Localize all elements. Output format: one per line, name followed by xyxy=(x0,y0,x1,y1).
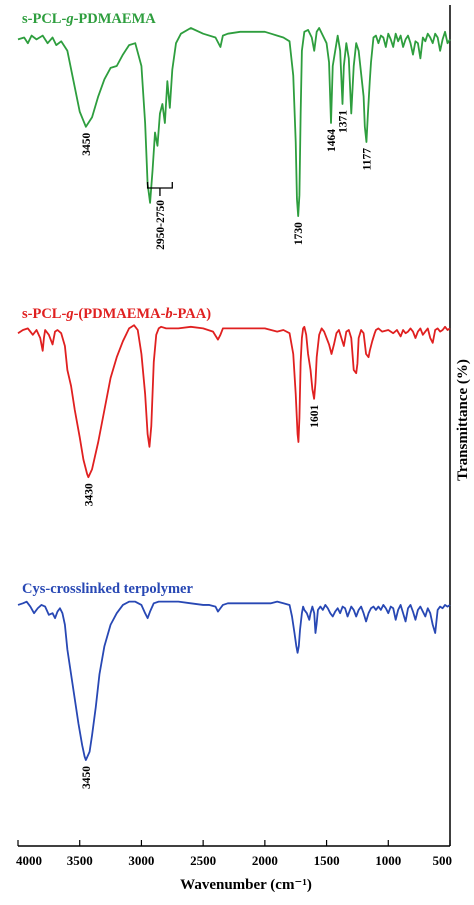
series-label-part: g xyxy=(65,11,73,27)
series-label-part: - xyxy=(173,306,178,322)
x-axis-title: Wavenumber (cm⁻¹) xyxy=(180,877,312,893)
series-label: s-PCL-g-(PDMAEMA-b-PAA) xyxy=(22,306,211,322)
peak-label: 2950-2750 xyxy=(155,200,167,250)
peak-label: 3450 xyxy=(81,133,93,156)
series-label-part: PDMAEMA xyxy=(78,11,156,27)
series-label-part: g xyxy=(65,306,73,322)
y-axis-title: Transmittance (%) xyxy=(455,359,471,481)
series-label-part: (PDMAEMA xyxy=(78,306,161,322)
series-line xyxy=(17,27,451,217)
series-label-part: - xyxy=(74,11,79,27)
series-label: s-PCL-g-PDMAEMA xyxy=(22,11,156,27)
peak-label: 1601 xyxy=(309,405,321,428)
peak-label: 3450 xyxy=(81,766,93,789)
series-label-part: - xyxy=(61,11,66,27)
series-label: Cys-crosslinked terpolymer xyxy=(22,581,193,597)
series-line xyxy=(17,600,451,761)
series-label-part: s-PCL xyxy=(22,306,62,322)
series-line xyxy=(17,324,451,479)
x-tick-label: 1000 xyxy=(375,853,401,868)
series-label-part: - xyxy=(61,306,66,322)
x-tick-label: 2500 xyxy=(190,853,216,868)
series-label-part: Cys-crosslinked terpolymer xyxy=(22,581,193,597)
peak-label: 1177 xyxy=(361,148,373,171)
series-label-part: PAA) xyxy=(178,306,212,322)
peak-bracket xyxy=(146,182,173,196)
peak-label: 1464 xyxy=(326,129,338,152)
x-tick-label: 1500 xyxy=(314,853,340,868)
series-label-part: - xyxy=(74,306,79,322)
peak-label: 1730 xyxy=(293,222,305,245)
x-tick-label: 3500 xyxy=(67,853,93,868)
x-tick-label: 500 xyxy=(433,853,453,868)
series-label-part: b xyxy=(165,306,172,322)
series-label-part: s-PCL xyxy=(22,11,62,27)
peak-label: 1371 xyxy=(337,110,349,133)
x-tick-label: 4000 xyxy=(16,853,42,868)
series-label-part: - xyxy=(161,306,166,322)
peak-label: 3430 xyxy=(83,483,95,506)
x-tick-label: 2000 xyxy=(252,853,278,868)
x-tick-label: 3000 xyxy=(128,853,154,868)
